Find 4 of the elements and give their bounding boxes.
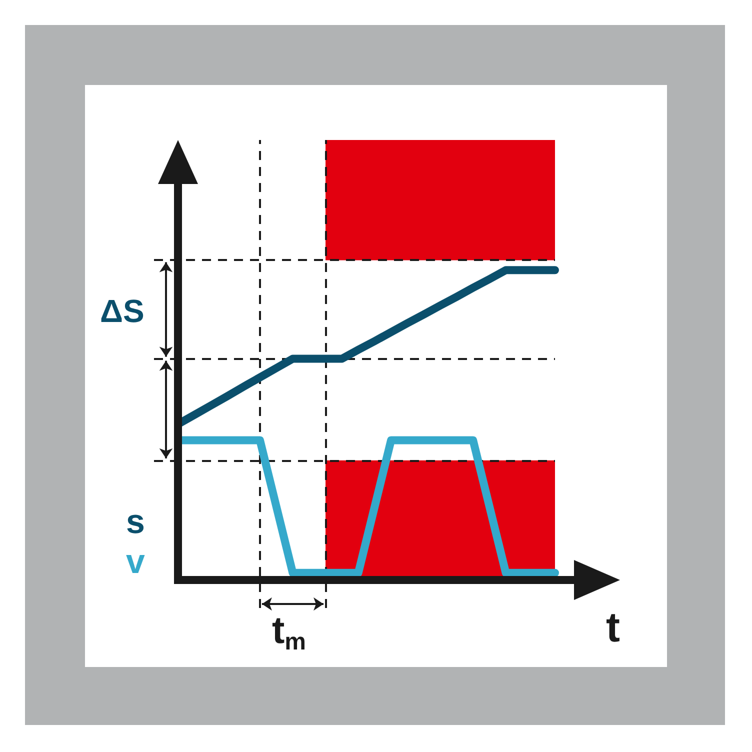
text: ΔS: [100, 293, 144, 329]
text: s: [126, 503, 145, 541]
x-axis-title: t: [606, 604, 620, 650]
text: v: [126, 543, 145, 581]
